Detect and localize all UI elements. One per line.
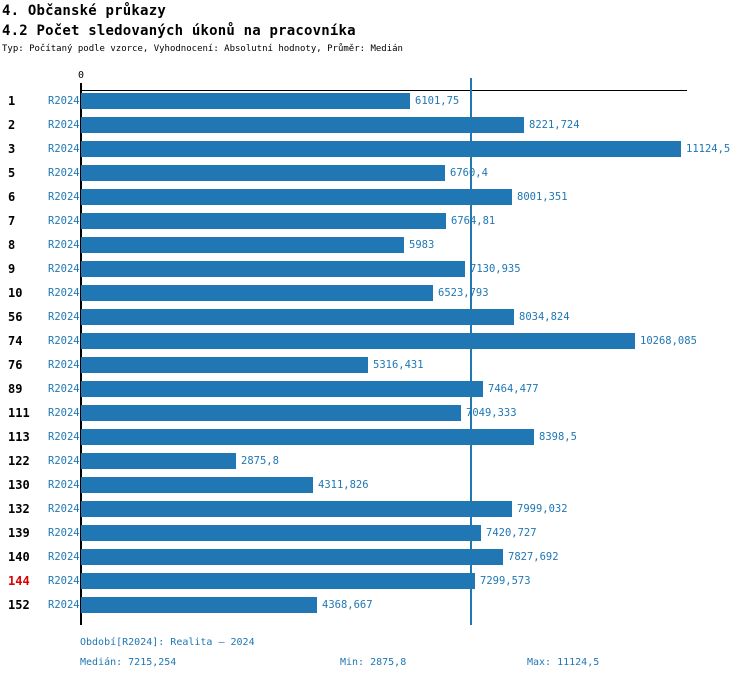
bar-value-label: 6101,75 xyxy=(415,95,460,107)
footer-median-label: Medián: 7215,254 xyxy=(80,657,177,668)
row-id-label: 140 xyxy=(8,550,30,564)
row-id-label: 132 xyxy=(8,502,30,516)
row-id-label: 89 xyxy=(8,382,23,396)
bar xyxy=(81,573,475,589)
row-period-label: R2024 xyxy=(48,143,80,155)
row-period-label: R2024 xyxy=(48,383,80,395)
bar xyxy=(81,117,524,133)
bar xyxy=(81,213,446,229)
y-axis-line xyxy=(80,83,82,625)
row-id-label: 5 xyxy=(8,166,16,180)
row-period-label: R2024 xyxy=(48,311,80,323)
bar xyxy=(81,141,681,157)
row-period-label: R2024 xyxy=(48,191,80,203)
bar-value-label: 6523,793 xyxy=(438,287,489,299)
bar-value-label: 5316,431 xyxy=(373,359,424,371)
row-id-label: 144 xyxy=(8,574,30,588)
footer-max-label: Max: 11124,5 xyxy=(527,657,600,668)
bar-value-label: 8398,5 xyxy=(539,431,577,443)
bar xyxy=(81,285,433,301)
bar-value-label: 8221,724 xyxy=(529,119,580,131)
bar-value-label: 4368,667 xyxy=(322,599,373,611)
bar-value-label: 7420,727 xyxy=(486,527,537,539)
bar xyxy=(81,93,410,109)
row-id-label: 2 xyxy=(8,118,16,132)
bar-value-label: 7299,573 xyxy=(480,575,531,587)
chart-subtitle: Typ: Počítaný podle vzorce, Vyhodnocení:… xyxy=(2,44,403,54)
row-period-label: R2024 xyxy=(48,95,80,107)
row-period-label: R2024 xyxy=(48,551,80,563)
bar-value-label: 8034,824 xyxy=(519,311,570,323)
row-period-label: R2024 xyxy=(48,503,80,515)
row-period-label: R2024 xyxy=(48,599,80,611)
bar-value-label: 7130,935 xyxy=(470,263,521,275)
row-period-label: R2024 xyxy=(48,263,80,275)
row-id-label: 122 xyxy=(8,454,30,468)
median-line xyxy=(470,78,472,625)
bar xyxy=(81,405,461,421)
bar-value-label: 6764,81 xyxy=(451,215,496,227)
row-id-label: 152 xyxy=(8,598,30,612)
bar-value-label: 6760,4 xyxy=(450,167,488,179)
row-id-label: 56 xyxy=(8,310,23,324)
bar xyxy=(81,453,236,469)
row-period-label: R2024 xyxy=(48,239,80,251)
row-id-label: 130 xyxy=(8,478,30,492)
row-period-label: R2024 xyxy=(48,455,80,467)
bar-value-label: 7049,333 xyxy=(466,407,517,419)
row-period-label: R2024 xyxy=(48,575,80,587)
bar-value-label: 8001,351 xyxy=(517,191,568,203)
row-id-label: 111 xyxy=(8,406,30,420)
row-period-label: R2024 xyxy=(48,119,80,131)
bar xyxy=(81,165,445,181)
row-id-label: 74 xyxy=(8,334,23,348)
page-title: 4. Občanské průkazy xyxy=(2,3,166,19)
row-id-label: 10 xyxy=(8,286,23,300)
footer-min-label: Min: 2875,8 xyxy=(340,657,407,668)
bar xyxy=(81,429,534,445)
bar xyxy=(81,501,512,517)
row-id-label: 6 xyxy=(8,190,16,204)
bar xyxy=(81,237,404,253)
row-id-label: 3 xyxy=(8,142,16,156)
x-axis-zero-label: 0 xyxy=(77,70,85,81)
bar xyxy=(81,261,465,277)
bar xyxy=(81,333,635,349)
row-id-label: 9 xyxy=(8,262,16,276)
bar-value-label: 7464,477 xyxy=(488,383,539,395)
bar-value-label: 7827,692 xyxy=(508,551,559,563)
row-id-label: 139 xyxy=(8,526,30,540)
row-period-label: R2024 xyxy=(48,479,80,491)
row-id-label: 76 xyxy=(8,358,23,372)
row-period-label: R2024 xyxy=(48,407,80,419)
bar xyxy=(81,357,368,373)
bar-value-label: 11124,5 xyxy=(686,143,731,155)
row-id-label: 7 xyxy=(8,214,16,228)
row-id-label: 113 xyxy=(8,430,30,444)
bar-value-label: 2875,8 xyxy=(241,455,279,467)
bar-value-label: 7999,032 xyxy=(517,503,568,515)
row-period-label: R2024 xyxy=(48,215,80,227)
row-period-label: R2024 xyxy=(48,167,80,179)
bar-value-label: 10268,085 xyxy=(640,335,697,347)
bar xyxy=(81,525,481,541)
row-period-label: R2024 xyxy=(48,527,80,539)
bar xyxy=(81,549,503,565)
row-period-label: R2024 xyxy=(48,335,80,347)
bar xyxy=(81,309,514,325)
bar xyxy=(81,477,313,493)
chart-title: 4.2 Počet sledovaných úkonů na pracovník… xyxy=(2,23,356,39)
row-id-label: 1 xyxy=(8,94,16,108)
row-period-label: R2024 xyxy=(48,287,80,299)
row-id-label: 8 xyxy=(8,238,16,252)
row-period-label: R2024 xyxy=(48,359,80,371)
row-period-label: R2024 xyxy=(48,431,80,443)
bar xyxy=(81,189,512,205)
x-axis-line xyxy=(81,90,687,91)
bar xyxy=(81,381,483,397)
bar-value-label: 5983 xyxy=(409,239,435,251)
bar-value-label: 4311,826 xyxy=(318,479,369,491)
footer-period-label: Období[R2024]: Realita – 2024 xyxy=(80,637,255,648)
bar xyxy=(81,597,317,613)
